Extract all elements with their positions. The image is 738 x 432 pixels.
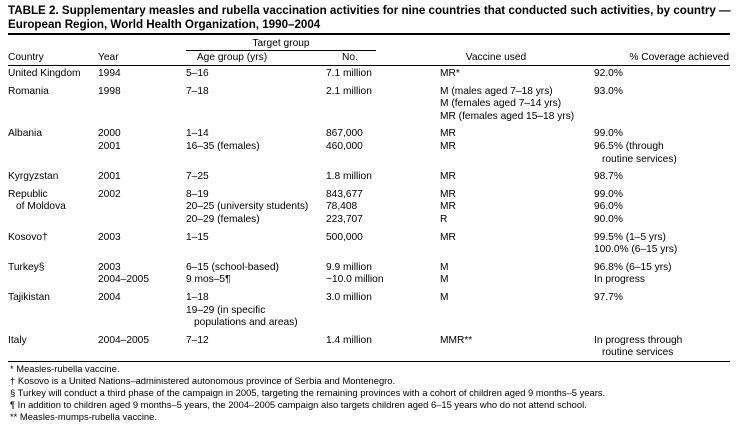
cell-year: 1994 [98,68,121,79]
cell-country: Tajikistan [8,292,50,303]
cell-country: United Kingdom [8,68,81,79]
cell-age: 7–18 [186,85,209,97]
group-header: Target group [252,38,310,49]
cell-number: 1.8 million [326,171,372,183]
cell-age: 19–29 (in specific [186,304,266,316]
column-header: % Coverage achieved [629,52,729,63]
cell-number: 460,000 [326,141,363,152]
cell-coverage: 93.0% [594,85,623,97]
cell-year: 2001 [98,141,121,152]
cell-number: 500,000 [326,231,363,243]
cell-age: 20–25 (university students) [186,201,309,213]
cell-year: 2004–2005 [98,274,149,286]
cell-number: ~10.0 million [326,274,384,286]
top-rule [8,33,730,35]
column-header: Year [98,52,119,63]
column-header: Age group (yrs) [196,52,268,63]
cell-country: Albania [8,128,42,140]
footnote: ** Measles-mumps-rubella vaccine. [10,411,157,422]
cell-age: 1–14 [186,128,209,140]
cell-vaccine: MR [440,128,456,140]
bottom-rule [8,361,730,362]
cell-vaccine: M [440,261,449,273]
cell-age: 9 mos–5¶ [186,274,231,286]
column-header: Country [8,52,44,63]
cell-coverage: 96.8% (6–15 yrs) [594,261,672,273]
cell-country: Turkey§ [8,261,45,273]
cell-coverage: 98.7% [594,171,623,183]
cell-number: 9.9 million [326,261,372,273]
cell-number: 3.0 million [326,292,372,303]
cell-vaccine: MR (females aged 15–18 yrs) [440,110,575,122]
cell-country: Romania [8,85,49,97]
cell-age: 1–18 [186,292,209,303]
cell-country: Kyrgyzstan [8,171,59,183]
cell-coverage: 99.0% [594,188,623,200]
column-header: Vaccine used [465,52,527,63]
cell-age: 7–25 [186,171,209,183]
cell-age: 20–29 (females) [186,214,260,225]
cell-number: 223,707 [326,214,363,225]
cell-year: 2004 [98,292,121,303]
cell-coverage: 99.5% (1–5 yrs) [594,231,666,243]
cell-number: 2.1 million [326,85,372,97]
cell-age: 5–16 [186,68,209,79]
footnote: § Turkey will conduct a third phase of t… [10,387,606,398]
cell-year: 2003 [98,231,121,243]
cell-coverage: 96.0% [594,201,623,213]
cell-coverage: 96.5% (through [594,141,664,152]
cell-age: 7–12 [186,334,209,346]
title: European Region, World Health Organizati… [8,18,321,31]
cell-vaccine: M [440,292,449,303]
cell-year: 1998 [98,85,121,97]
cell-vaccine: MR [440,231,456,243]
cell-year: 2002 [98,188,121,200]
cell-age: 16–35 (females) [186,141,260,152]
cell-year: 2004–2005 [98,334,149,346]
cell-vaccine: M [440,274,449,286]
cell-number: 78,408 [326,201,358,213]
cell-vaccine: M (females aged 7–14 yrs) [440,98,562,110]
cell-coverage: 100.0% (6–15 yrs) [594,244,678,256]
cell-vaccine: MR [440,201,456,213]
cell-country: of Moldova [16,201,66,213]
footnote: * Measles-rubella vaccine. [10,363,120,374]
cell-coverage: 90.0% [594,214,623,225]
cell-number: 843,677 [326,188,363,200]
cell-age: 8–19 [186,188,209,200]
cell-age: 1–15 [186,231,209,243]
group-rule [186,50,376,51]
cell-coverage: routine services [602,347,674,359]
cell-vaccine: MR [440,171,456,183]
cell-number: 867,000 [326,128,363,140]
cell-vaccine: MMR** [440,334,473,346]
title: TABLE 2. Supplementary measles and rubel… [8,4,731,17]
column-header: No. [342,52,358,63]
cell-coverage: 92.0% [594,68,623,79]
footnote: † Kosovo is a United Nations–administere… [10,375,396,386]
cell-year: 2003 [98,261,121,273]
cell-coverage: In progress [594,274,645,286]
cell-vaccine: MR [440,141,456,152]
header-rule [8,65,730,66]
cell-number: 7.1 million [326,68,372,79]
footnote: ¶ In addition to children aged 9 months–… [10,399,587,410]
cell-age: populations and areas) [194,317,298,329]
cell-coverage: 97.7% [594,292,623,303]
cell-year: 2001 [98,171,121,183]
cell-vaccine: MR [440,188,456,200]
cell-coverage: 99.0% [594,128,623,140]
cell-vaccine: M (males aged 7–18 yrs) [440,85,553,97]
cell-country: Italy [8,334,27,346]
cell-country: Kosovo† [8,231,48,243]
cell-coverage: routine services) [602,153,677,165]
cell-vaccine: R [440,214,448,225]
cell-vaccine: MR* [440,68,460,79]
cell-year: 2000 [98,128,121,140]
cell-country: Republic [8,188,48,200]
cell-coverage: In progress through [594,334,683,346]
cell-number: 1.4 million [326,334,372,346]
cell-age: 6–15 (school-based) [186,261,279,273]
